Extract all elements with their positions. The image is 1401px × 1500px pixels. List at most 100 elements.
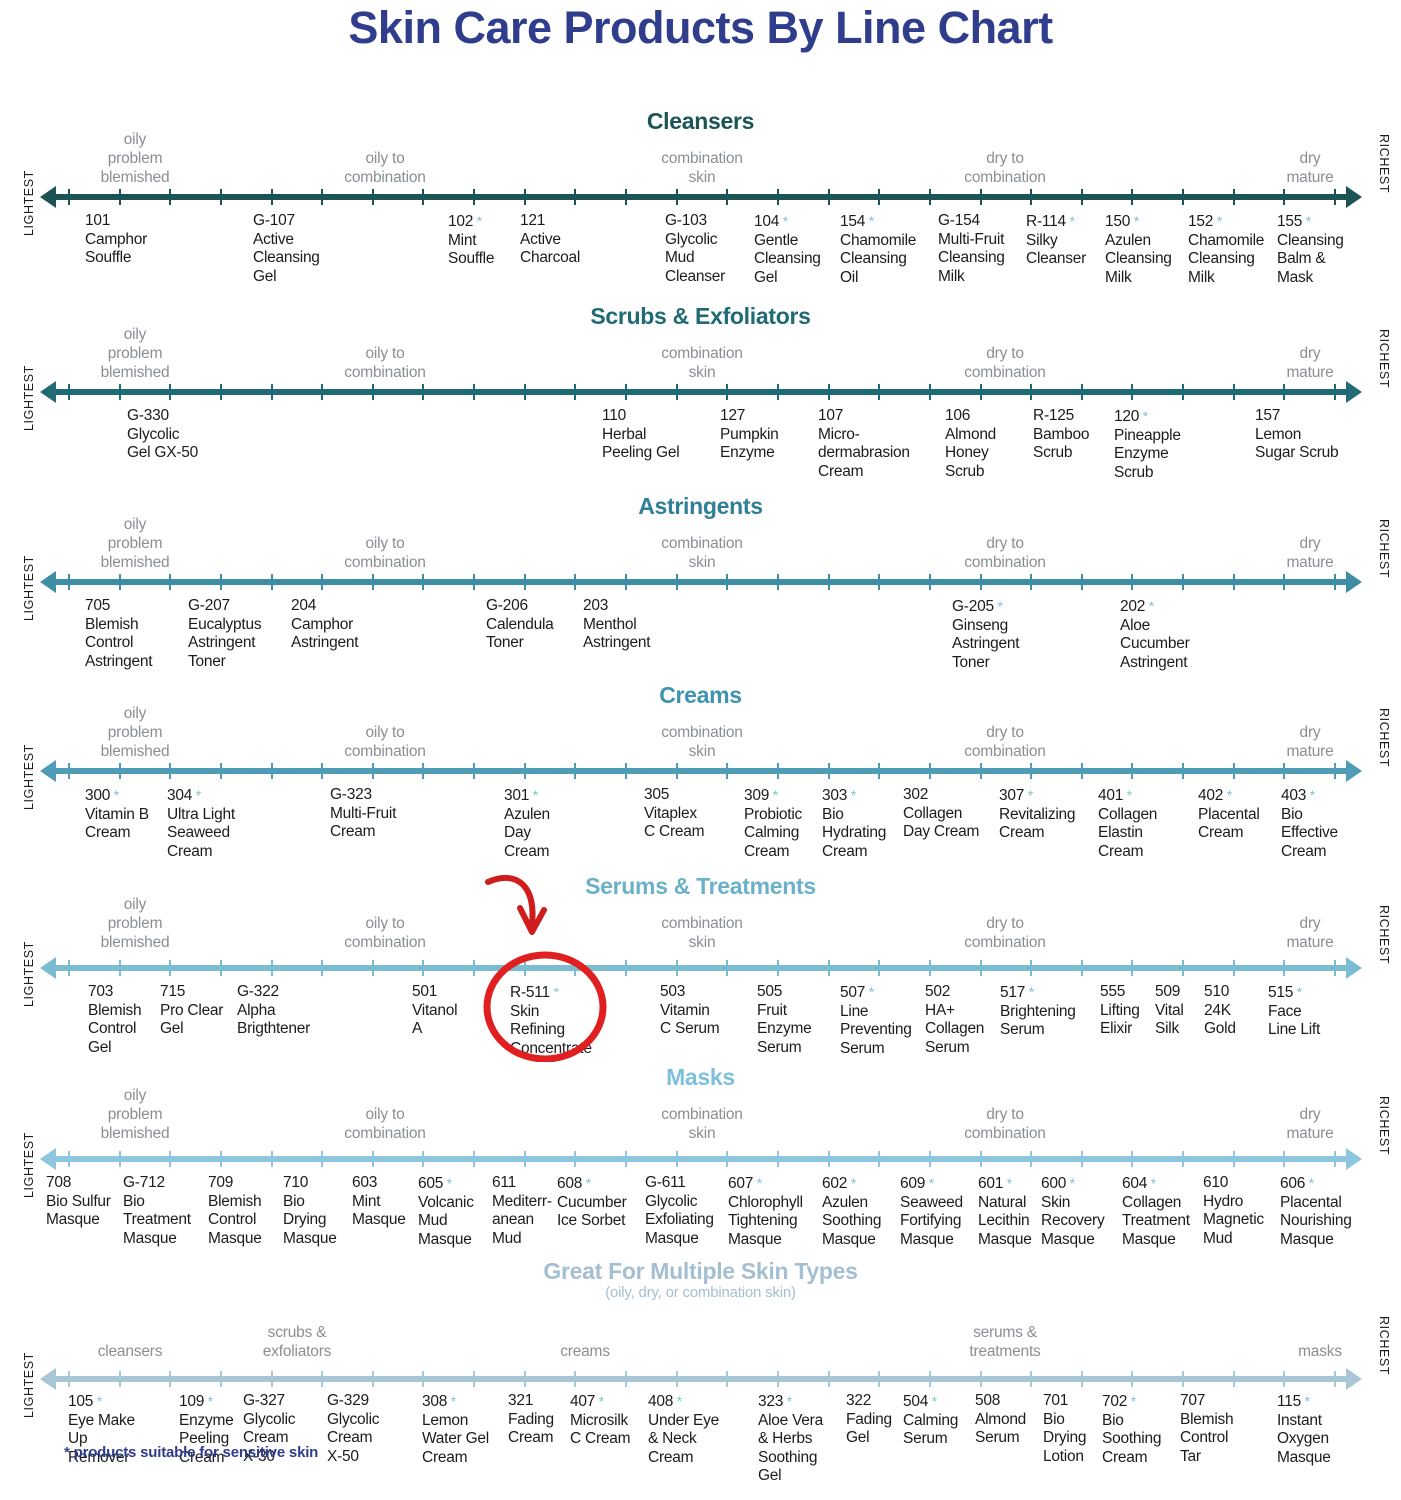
product-code: 508 xyxy=(975,1392,1001,1409)
axis-tick xyxy=(827,189,830,205)
axis-tick xyxy=(321,189,324,205)
axis-tick xyxy=(979,574,982,590)
product-label: 121 Active Charcoal xyxy=(520,212,580,268)
axis-tick xyxy=(827,1151,830,1167)
product-code: 104 * xyxy=(754,213,788,230)
axis-tick xyxy=(118,384,121,400)
product-label: 610 Hydro Magnetic Mud xyxy=(1203,1174,1264,1248)
axis-label-richest: RICHEST xyxy=(1377,905,1391,965)
sensitive-skin-asterisk-icon: * xyxy=(1127,1393,1136,1409)
axis-tick xyxy=(1131,189,1134,205)
product-label: 555 Lifting Elixir xyxy=(1100,983,1140,1039)
axis-tick xyxy=(1080,763,1083,779)
product-name: Calendula Toner xyxy=(486,615,554,652)
product-code: 403 * xyxy=(1281,787,1315,804)
axis xyxy=(40,571,1362,593)
product-code: 302 xyxy=(903,786,929,803)
product-name: Vital Silk xyxy=(1155,1001,1184,1038)
product-name: Probiotic Calming Cream xyxy=(744,805,803,860)
product-label: 300 * Vitamin B Cream xyxy=(85,786,149,843)
product-label: G-154 Multi-Fruit Cleansing Milk xyxy=(938,212,1005,286)
category-label: scrubs & exfoliators xyxy=(262,1324,332,1360)
axis-tick xyxy=(726,574,729,590)
product-code: 402 * xyxy=(1198,787,1232,804)
product-label: 607 * Chlorophyll Tightening Masque xyxy=(728,1174,803,1249)
axis-tick xyxy=(979,189,982,205)
axis-tick xyxy=(371,960,374,976)
product-label: 107 Micro- dermabrasion Cream xyxy=(818,407,910,481)
product-label: 305 Vitaplex C Cream xyxy=(644,786,705,842)
axis-tick xyxy=(169,1371,172,1387)
product-name: Multi-Fruit Cleansing Milk xyxy=(938,230,1005,285)
axis-tick xyxy=(1283,763,1286,779)
product-label: 323 * Aloe Vera & Herbs Soothing Gel xyxy=(758,1392,823,1486)
axis-tick xyxy=(270,189,273,205)
axis-tick xyxy=(1232,189,1235,205)
product-label: 104 * Gentle Cleansing Gel xyxy=(754,212,821,287)
zone-label: combination skin xyxy=(661,535,743,571)
product-code: R-114 * xyxy=(1026,213,1075,230)
product-code: 701 xyxy=(1043,1392,1069,1409)
axis-tick xyxy=(1131,960,1134,976)
sensitive-skin-asterisk-icon: * xyxy=(1139,408,1148,424)
product-label: 150 * Azulen Cleansing Milk xyxy=(1105,212,1172,287)
product-label: G-205 * Ginseng Astringent Toner xyxy=(952,597,1020,672)
product-label: 707 Blemish Control Tar xyxy=(1180,1392,1234,1466)
axis-arrow-right-icon xyxy=(1346,957,1362,979)
product-label: G-611 Glycolic Exfoliating Masque xyxy=(645,1174,714,1248)
product-label: 127 Pumpkin Enzyme xyxy=(720,407,779,463)
product-label: 604 * Collagen Treatment Masque xyxy=(1122,1174,1190,1249)
axis-tick xyxy=(371,1371,374,1387)
product-label: 157 Lemon Sugar Scrub xyxy=(1255,407,1339,463)
axis-arrow-left-icon xyxy=(40,760,56,782)
axis-tick xyxy=(473,574,476,590)
axis-tick xyxy=(1131,763,1134,779)
axis-tick xyxy=(776,1371,779,1387)
product-code: 602 * xyxy=(822,1175,856,1192)
product-label: 408 * Under Eye & Neck Cream xyxy=(648,1392,719,1467)
sensitive-skin-asterisk-icon: * xyxy=(1300,1393,1310,1409)
section-subtitle: (oily, dry, or combination skin) xyxy=(605,1284,796,1301)
product-code: 303 * xyxy=(822,787,856,804)
axis-tick xyxy=(118,189,121,205)
product-name: Volcanic Mud Masque xyxy=(418,1193,474,1248)
axis-tick xyxy=(68,763,70,779)
axis-tick xyxy=(270,1371,273,1387)
product-label: R-511 * Skin Refining Concentrate xyxy=(510,983,592,1058)
product-name: Glycolic Gel GX-50 xyxy=(127,425,198,462)
product-code: 101 xyxy=(85,212,111,229)
product-code: 600 * xyxy=(1041,1175,1075,1192)
axis-tick xyxy=(523,960,526,976)
axis-tick xyxy=(523,1371,526,1387)
axis-tick xyxy=(625,189,628,205)
product-label: 703 Blemish Control Gel xyxy=(88,983,142,1057)
axis-tick xyxy=(1283,384,1286,400)
axis-arrow-right-icon xyxy=(1346,381,1362,403)
axis-tick xyxy=(169,763,172,779)
axis-tick xyxy=(321,1371,324,1387)
product-label: 517 * Brightening Serum xyxy=(1000,983,1076,1040)
product-label: G-107 Active Cleansing Gel xyxy=(253,212,320,286)
axis-tick xyxy=(1080,189,1083,205)
zone-label: oily to combination xyxy=(344,1106,426,1142)
axis-tick xyxy=(422,189,425,205)
product-code: 110 xyxy=(602,407,626,424)
axis-label-richest: RICHEST xyxy=(1377,134,1391,194)
axis-tick xyxy=(118,763,121,779)
product-label: G-330 Glycolic Gel GX-50 xyxy=(127,407,198,463)
product-code: 601 * xyxy=(978,1175,1012,1192)
product-name: Mint Masque xyxy=(352,1192,406,1229)
zone-label: dry mature xyxy=(1286,535,1334,571)
product-label: 705 Blemish Control Astringent xyxy=(85,597,153,671)
axis-tick xyxy=(169,960,172,976)
product-code: 154 * xyxy=(840,213,874,230)
product-label: 106 Almond Honey Scrub xyxy=(945,407,996,481)
axis-tick xyxy=(827,763,830,779)
product-name: Micro- dermabrasion Cream xyxy=(818,425,910,480)
zone-label: oily to combination xyxy=(344,724,426,760)
product-label: 710 Bio Drying Masque xyxy=(283,1174,337,1248)
category-label: creams xyxy=(560,1343,610,1360)
zone-label: oily to combination xyxy=(344,915,426,951)
axis-tick xyxy=(1182,763,1185,779)
axis-tick xyxy=(776,1151,779,1167)
